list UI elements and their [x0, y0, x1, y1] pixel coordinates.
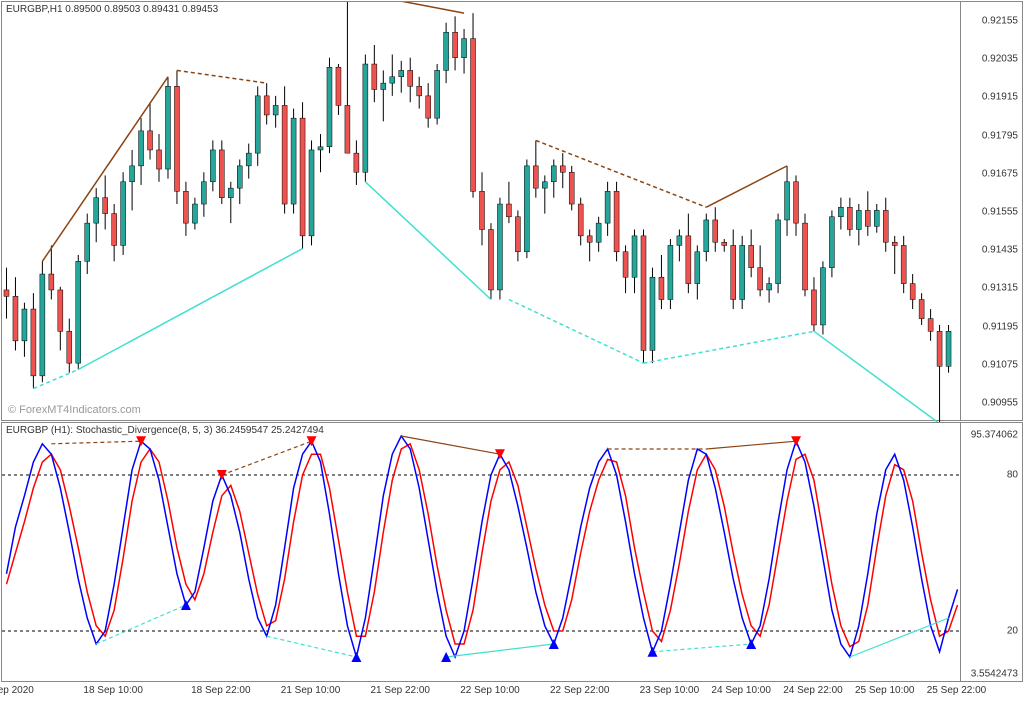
y-tick-label: 0.91435 — [982, 245, 1018, 256]
x-tick-label: 18 Sep 10:00 — [83, 685, 143, 696]
y-tick-label: 0.91795 — [982, 130, 1018, 141]
y-tick-label: 0.91315 — [982, 283, 1018, 294]
indicator-y-axis: 95.374062 80 20 3.5542473 — [960, 423, 1022, 681]
price-chart[interactable]: EURGBP,H1 0.89500 0.89503 0.89431 0.8945… — [1, 1, 1023, 421]
indicator-chart[interactable]: EURGBP (H1): Stochastic_Divergence(8, 5,… — [1, 422, 1023, 682]
chart-title: EURGBP,H1 0.89500 0.89503 0.89431 0.8945… — [6, 4, 218, 15]
y-tick-label: 0.92035 — [982, 54, 1018, 65]
x-tick-label: 18 Sep 22:00 — [191, 685, 251, 696]
y-tick-label: 0.90955 — [982, 397, 1018, 408]
x-tick-label: 24 Sep 22:00 — [783, 685, 843, 696]
y-tick-label: 3.5542473 — [971, 668, 1018, 679]
y-tick-label: 0.91675 — [982, 168, 1018, 179]
x-tick-label: 17 Sep 2020 — [0, 685, 34, 696]
y-tick-label: 80 — [1007, 470, 1018, 481]
x-tick-label: 22 Sep 22:00 — [550, 685, 610, 696]
x-tick-label: 24 Sep 10:00 — [711, 685, 771, 696]
x-tick-label: 25 Sep 10:00 — [855, 685, 915, 696]
y-tick-label: 0.92155 — [982, 16, 1018, 27]
x-tick-label: 25 Sep 22:00 — [927, 685, 987, 696]
indicator-chart-plot — [2, 423, 962, 683]
y-tick-label: 0.91075 — [982, 359, 1018, 370]
price-y-axis: 0.92155 0.92035 0.91915 0.91795 0.91675 0.915… — [960, 2, 1022, 420]
y-tick-label: 95.374062 — [971, 430, 1018, 441]
y-tick-label: 0.91195 — [983, 321, 1018, 332]
y-tick-label: 0.91555 — [982, 207, 1018, 218]
price-chart-plot — [2, 2, 962, 422]
x-axis: 17 Sep 2020 18 Sep 10:00 18 Sep 22:00 21 Se… — [1, 683, 1023, 701]
y-tick-label: 20 — [1007, 626, 1018, 637]
watermark: © ForexMT4Indicators.com — [8, 404, 141, 416]
x-tick-label: 21 Sep 22:00 — [371, 685, 431, 696]
indicator-title: EURGBP (H1): Stochastic_Divergence(8, 5,… — [6, 425, 324, 436]
x-tick-label: 23 Sep 10:00 — [640, 685, 700, 696]
x-tick-label: 21 Sep 10:00 — [281, 685, 341, 696]
y-tick-label: 0.91915 — [982, 92, 1018, 103]
x-tick-label: 22 Sep 10:00 — [460, 685, 520, 696]
